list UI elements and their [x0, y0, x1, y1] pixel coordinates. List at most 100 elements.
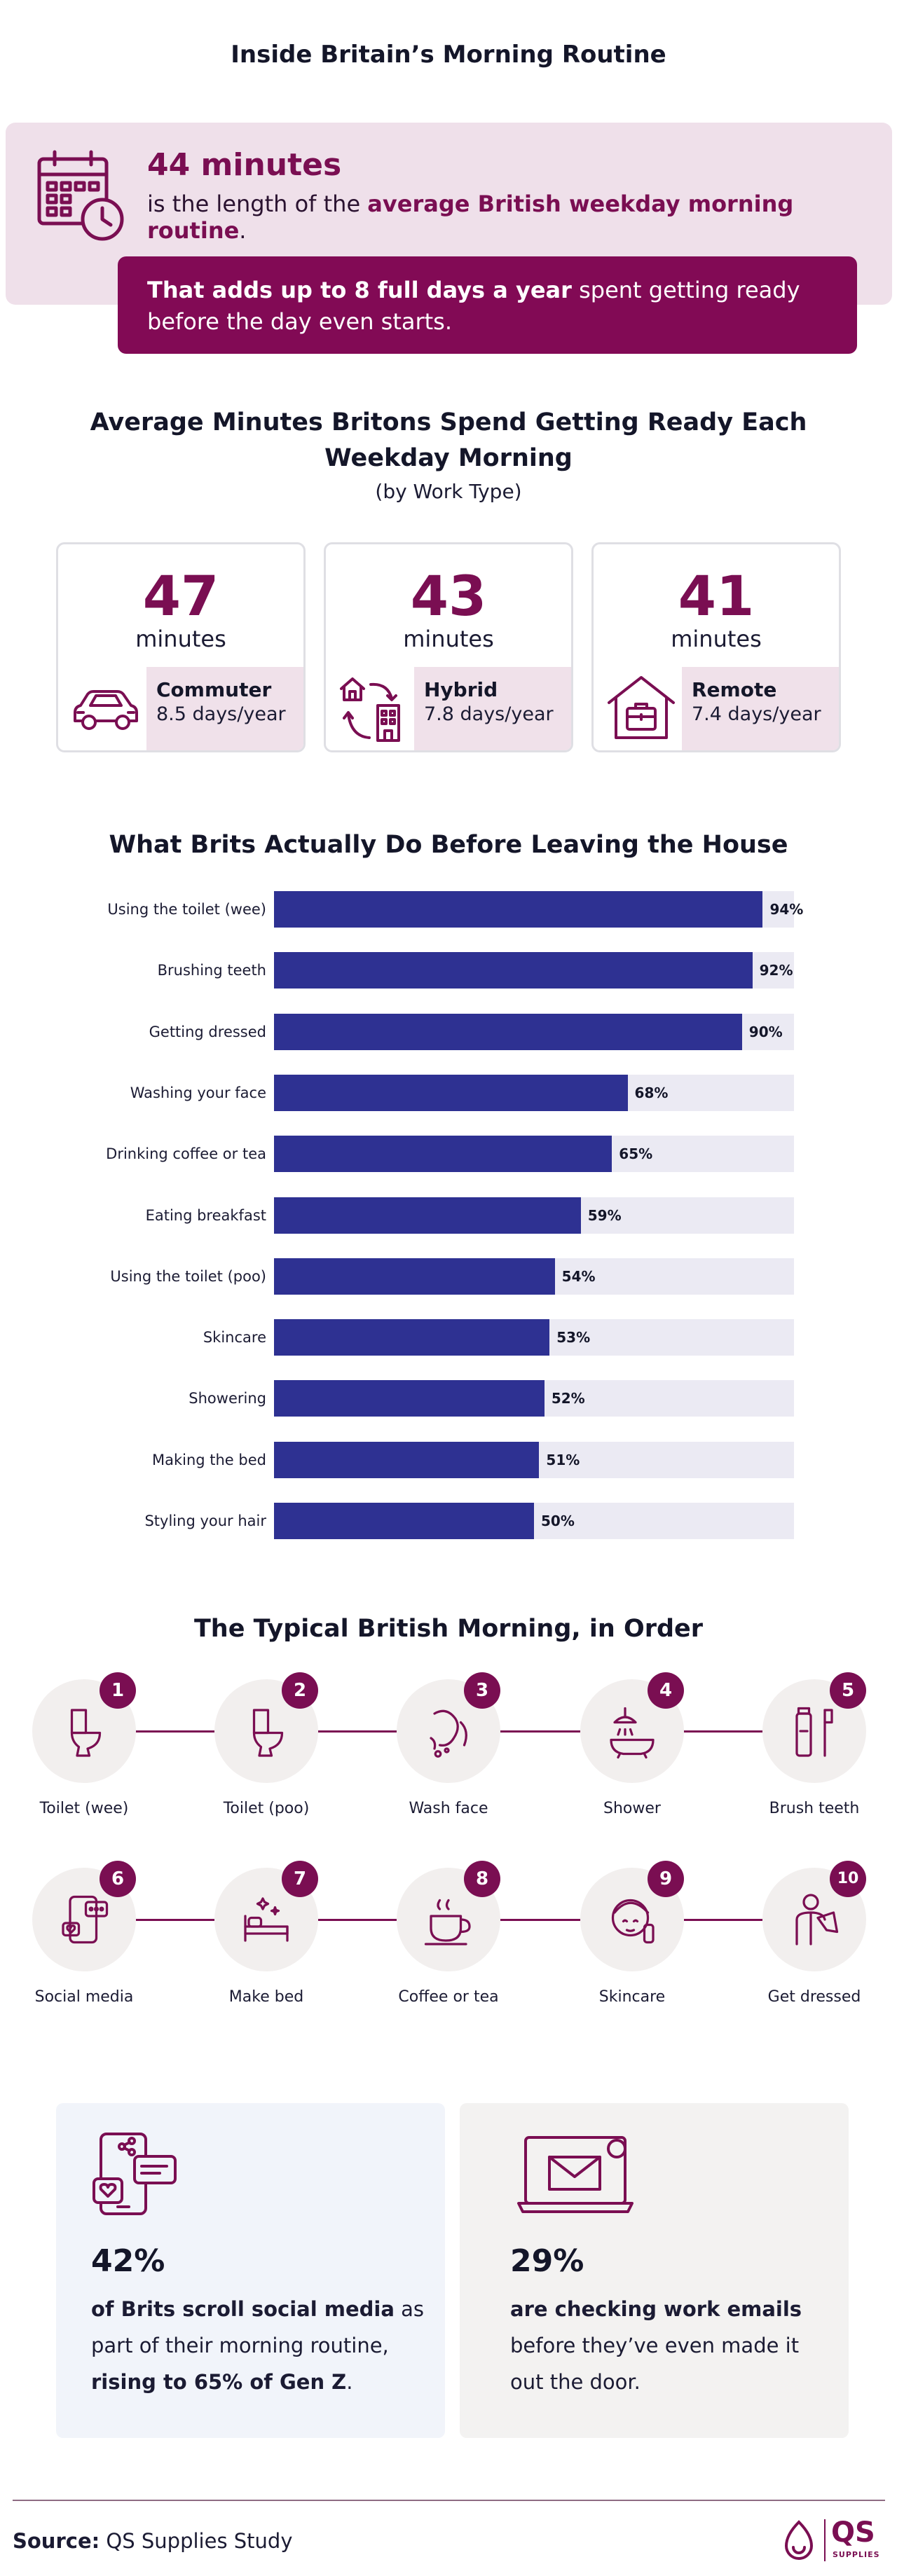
step-number-badge: 3 [464, 1672, 500, 1709]
toilet-icon [70, 1709, 102, 1757]
card-unit: minutes [135, 626, 226, 652]
bar-label: Using the toilet (wee) [107, 901, 266, 918]
bar [274, 1013, 742, 1050]
calendar-clock-icon [37, 150, 124, 241]
hero-description: is the length of the average British wee… [147, 191, 794, 244]
bar-value-label: 51% [546, 1451, 580, 1468]
bar-label: Making the bed [151, 1451, 266, 1468]
step-label: Brush teeth [769, 1800, 860, 1817]
morning-sequence: 1 Toilet (wee) 2 Toilet (poo) 3 Wash face 4 Sho… [0, 0, 897, 2006]
bar [274, 1319, 550, 1356]
laptop-email-icon [517, 2136, 634, 2213]
logo-divider [824, 2519, 826, 2561]
card-unit: minutes [403, 626, 494, 652]
skincare-icon [611, 1899, 655, 1944]
worktype-subtitle: (by Work Type) [375, 480, 522, 503]
phone-social-icon [93, 2133, 177, 2215]
step-label: Toilet (wee) [39, 1800, 129, 1817]
hero-headline: 44 minutes [147, 147, 342, 183]
bar-label: Drinking coffee or tea [106, 1145, 266, 1163]
step-label: Social media [34, 1988, 134, 2006]
step-number-badge: 2 [282, 1672, 318, 1709]
coffee-cup-icon [424, 1899, 471, 1945]
bar-label: Skincare [203, 1329, 266, 1346]
worktype-title: Average Minutes Britons Spend Getting Re… [90, 408, 807, 472]
step-number-badge: 7 [282, 1861, 318, 1897]
stat-work-emails: 29% are checking work emails before they… [460, 2103, 849, 2438]
bar [274, 952, 753, 989]
bar-value-label: 92% [759, 962, 793, 979]
bar [274, 1380, 545, 1417]
sequence-connector [684, 1730, 762, 1733]
step-label: Get dressed [767, 1988, 861, 2006]
logo-subtext: SUPPLIES [833, 2550, 880, 2559]
phone-social-icon [62, 1895, 109, 1944]
sequence-connector [500, 1919, 580, 1921]
card-unit: minutes [671, 626, 762, 652]
card-info: Commuter 8.5 days/year [146, 667, 303, 750]
qs-logo-icon [784, 2520, 814, 2560]
sequence-connector [500, 1730, 580, 1733]
bar [274, 1074, 628, 1111]
house-office-icon [340, 677, 400, 742]
bar-label: Using the toilet (poo) [110, 1267, 266, 1285]
bar-value-label: 90% [748, 1023, 783, 1040]
step-label: Wash face [409, 1800, 488, 1817]
bar-value-label: 54% [561, 1267, 596, 1285]
bar-value-label: 65% [619, 1145, 653, 1163]
card-minutes: 43 [410, 565, 487, 628]
footer-source: Source: QS Supplies Study [13, 2529, 293, 2553]
bar-value-label: 50% [541, 1513, 575, 1529]
step-label: Coffee or tea [398, 1988, 499, 2006]
card-info: Remote 7.4 days/year [682, 667, 839, 750]
footer-divider [13, 2500, 885, 2501]
chart-title: What Brits Actually Do Before Leaving th… [109, 831, 788, 859]
stat-value: 29% [510, 2243, 584, 2279]
step-label: Toilet (poo) [223, 1800, 310, 1817]
card-minutes: 47 [142, 565, 219, 628]
logo-text: QS [831, 2516, 875, 2549]
shower-icon [610, 1707, 655, 1759]
bar-value-label: 53% [556, 1329, 591, 1346]
hero-callout: That adds up to 8 full days a year spent… [118, 256, 857, 354]
bar [274, 1258, 555, 1295]
card-hybrid: 43 minutes Hybrid 7.8 days/year [324, 542, 573, 752]
stat-social-media: 42% of Brits scroll social media as part… [56, 2103, 445, 2438]
bar [274, 891, 763, 928]
bar [274, 1441, 540, 1478]
card-commuter: 47 minutes Commuter 8.5 days/year [56, 542, 306, 752]
sequence-title: The Typical British Morning, in Order [193, 1615, 704, 1643]
step-number-badge: 5 [830, 1672, 866, 1709]
step-number-badge: 10 [830, 1861, 866, 1897]
bar-label: Brushing teeth [157, 962, 266, 979]
bar-label: Eating breakfast [145, 1206, 266, 1224]
car-icon [74, 690, 138, 730]
bar-value-label: 52% [551, 1390, 585, 1407]
toothbrush-icon [795, 1707, 833, 1757]
bar [274, 1503, 534, 1539]
bar-label: Showering [189, 1390, 266, 1407]
step-label: Make bed [228, 1988, 304, 2006]
stat-description: of Brits scroll social media as part of … [91, 2297, 425, 2394]
bar-value-label: 68% [634, 1084, 669, 1101]
activities-bar-chart: Using the toilet (wee) 94% Brushing teeth 9… [0, 0, 897, 1539]
bar [274, 1136, 612, 1173]
sequence-connector [684, 1919, 762, 1921]
step-number-badge: 1 [100, 1672, 136, 1709]
stat-description: are checking work emails before they’ve … [510, 2297, 802, 2394]
sequence-connector [136, 1919, 214, 1921]
bar-value-label: 59% [587, 1206, 622, 1224]
house-briefcase-icon [608, 676, 675, 739]
bar-value-label: 94% [769, 901, 804, 918]
step-number-badge: 4 [648, 1672, 684, 1709]
step-number-badge: 8 [464, 1861, 500, 1897]
bar-label: Getting dressed [149, 1023, 266, 1040]
card-minutes: 41 [678, 565, 755, 628]
toilet-icon [252, 1709, 284, 1757]
wash-face-icon [430, 1709, 467, 1758]
bar-label: Washing your face [130, 1084, 266, 1101]
sequence-connector [318, 1919, 397, 1921]
page-title: Inside Britain’s Morning Routine [231, 41, 666, 69]
step-number-badge: 6 [100, 1861, 136, 1897]
step-label: Skincare [598, 1988, 666, 2006]
